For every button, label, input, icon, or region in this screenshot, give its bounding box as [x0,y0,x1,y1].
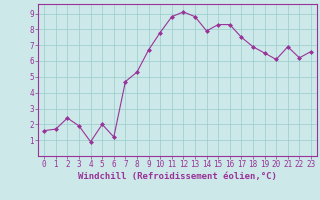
X-axis label: Windchill (Refroidissement éolien,°C): Windchill (Refroidissement éolien,°C) [78,172,277,181]
